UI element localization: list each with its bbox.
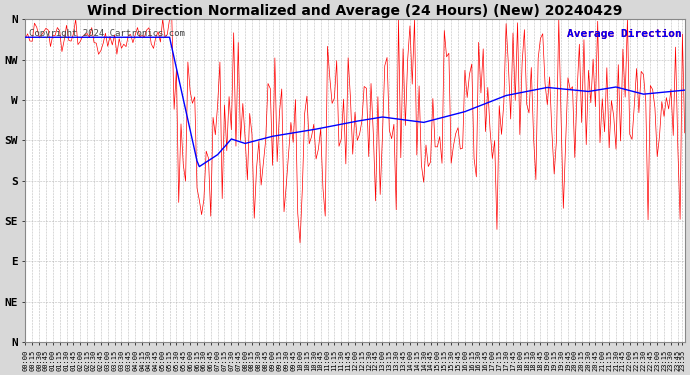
Title: Wind Direction Normalized and Average (24 Hours) (New) 20240429: Wind Direction Normalized and Average (2… <box>88 4 622 18</box>
Text: Average Direction: Average Direction <box>566 29 682 39</box>
Text: Copyright 2024 Cartronics.com: Copyright 2024 Cartronics.com <box>28 29 184 38</box>
Text: Average Direction: Average Direction <box>566 29 682 39</box>
